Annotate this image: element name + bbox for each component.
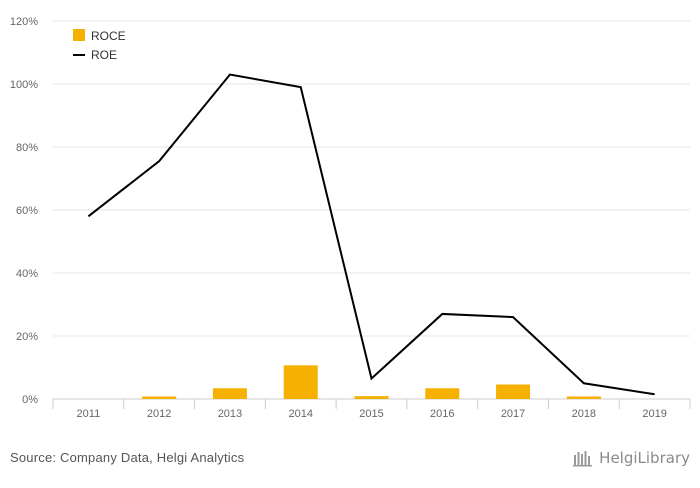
roe-line-path <box>87 73 655 396</box>
x-tick-label: 2016 <box>430 408 454 420</box>
x-tick-label: 2015 <box>359 408 383 420</box>
legend-roce-label: ROCE <box>91 29 126 43</box>
legend-roce-swatch <box>73 29 85 41</box>
y-tick-label: 80% <box>16 142 38 154</box>
x-tick-label: 2018 <box>572 408 596 420</box>
y-tick-label: 100% <box>10 79 38 91</box>
x-axis-labels: 2011 2012 2013 2014 2015 2016 2017 2018 2019 <box>77 408 667 420</box>
y-tick-label: 120% <box>10 16 38 28</box>
grid-lines <box>53 20 690 337</box>
y-tick-label: 0% <box>22 394 38 406</box>
source-note: Source: Company Data, Helgi Analytics <box>10 450 245 465</box>
legend: ROCE ROE <box>73 29 126 62</box>
x-tick-label: 2019 <box>642 408 666 420</box>
library-icon <box>573 451 593 467</box>
roce-bar <box>354 396 389 399</box>
roce-bar <box>142 396 177 399</box>
roce-bars <box>142 365 601 399</box>
legend-roe-label: ROE <box>91 48 117 62</box>
x-tick-label: 2017 <box>501 408 525 420</box>
y-tick-label: 60% <box>16 205 38 217</box>
x-tick-label: 2012 <box>147 408 171 420</box>
y-axis-labels: 0% 20% 40% 60% 80% 100% 120% <box>10 16 38 406</box>
roce-bar <box>496 384 531 399</box>
y-tick-label: 20% <box>16 331 38 343</box>
x-tick-label: 2013 <box>218 408 242 420</box>
x-tick-label: 2011 <box>77 408 101 420</box>
roce-bar <box>212 388 247 399</box>
roce-bar <box>566 396 601 399</box>
y-tick-label: 40% <box>16 268 38 280</box>
roce-bar <box>425 388 460 399</box>
brand-name: HelgiLibrary <box>599 449 690 467</box>
roe-line <box>87 73 655 396</box>
brand-logo: HelgiLibrary <box>573 447 690 469</box>
x-tick-label: 2014 <box>288 408 312 420</box>
roce-bar <box>283 365 318 399</box>
